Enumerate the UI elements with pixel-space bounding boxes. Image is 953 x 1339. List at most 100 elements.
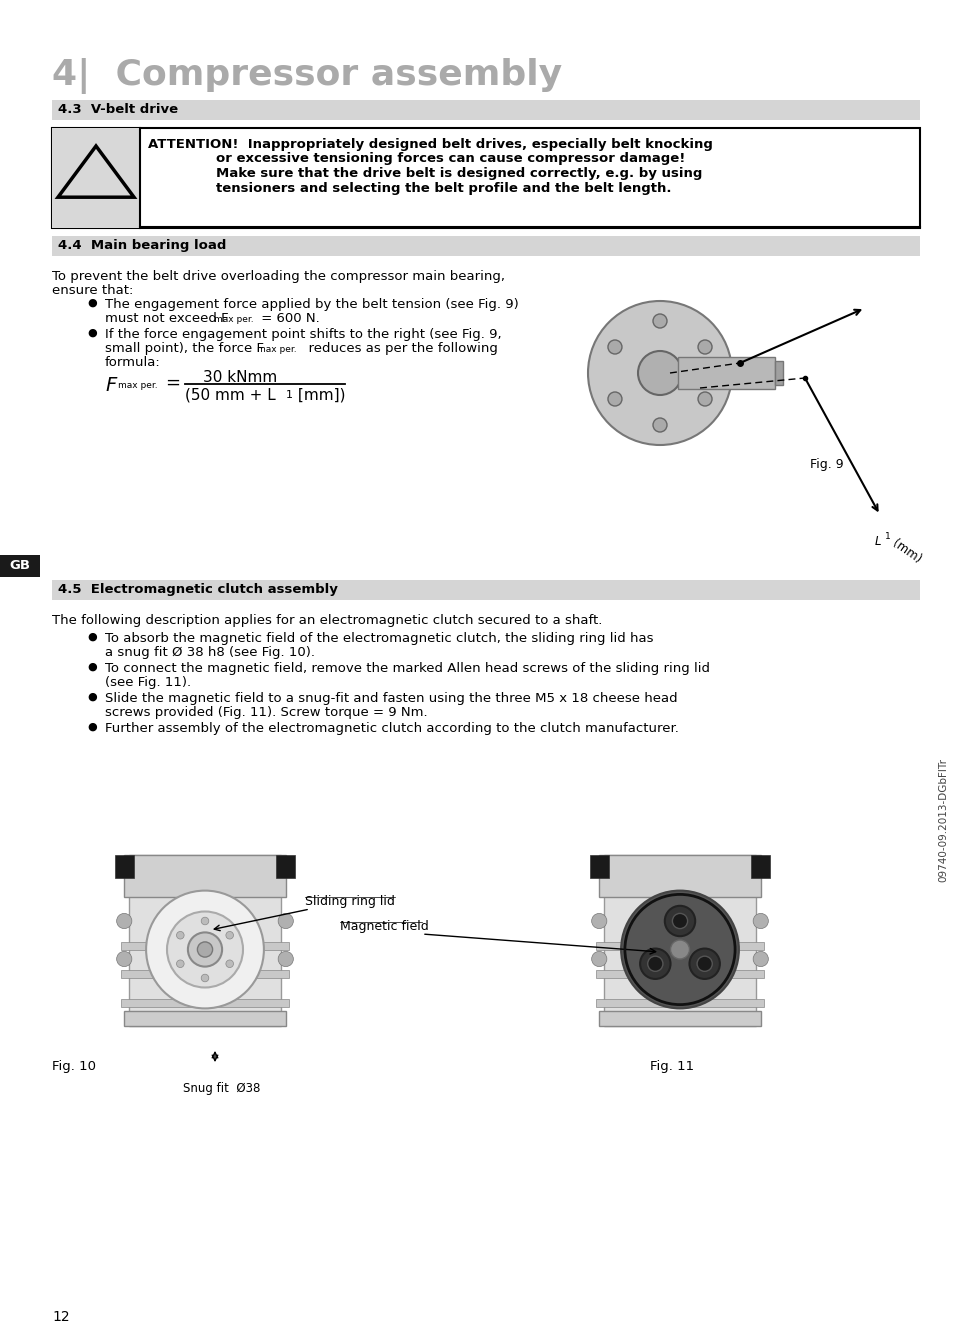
Text: Sliding ring lid: Sliding ring lid — [305, 894, 395, 908]
Circle shape — [638, 351, 681, 395]
Bar — [52, 129, 919, 228]
Text: The following description applies for an electromagnetic clutch secured to a sha: The following description applies for an… — [52, 615, 601, 627]
Bar — [121, 941, 289, 949]
Circle shape — [697, 956, 712, 971]
Text: F: F — [105, 376, 116, 395]
Text: ●: ● — [87, 299, 96, 308]
Text: [mm]): [mm]) — [293, 387, 345, 402]
Text: If the force engagement point shifts to the right (see Fig. 9,: If the force engagement point shifts to … — [105, 328, 501, 341]
Text: (mm): (mm) — [889, 537, 923, 566]
Circle shape — [587, 301, 731, 445]
Circle shape — [116, 913, 132, 929]
Text: must not exceed F: must not exceed F — [105, 312, 229, 325]
Circle shape — [620, 890, 739, 1008]
Text: Fig. 10: Fig. 10 — [52, 1060, 96, 1073]
Circle shape — [689, 948, 720, 979]
Circle shape — [226, 932, 233, 939]
Text: reduces as per the following: reduces as per the following — [299, 341, 497, 355]
Text: 09740-09.2013-DGbFITr: 09740-09.2013-DGbFITr — [937, 758, 947, 882]
Text: ●: ● — [87, 722, 96, 732]
Text: formula:: formula: — [105, 356, 161, 370]
Text: (see Fig. 11).: (see Fig. 11). — [105, 676, 191, 690]
Text: Slide the magnetic field to a snug-fit and fasten using the three M5 x 18 cheese: Slide the magnetic field to a snug-fit a… — [105, 692, 677, 706]
Text: 1: 1 — [286, 390, 293, 400]
Text: 4.5  Electromagnetic clutch assembly: 4.5 Electromagnetic clutch assembly — [58, 582, 337, 596]
Bar — [124, 854, 286, 897]
Text: ●: ● — [87, 632, 96, 641]
Text: ●: ● — [87, 328, 96, 337]
Circle shape — [167, 912, 243, 987]
Text: 4|  Compressor assembly: 4| Compressor assembly — [52, 58, 561, 94]
Text: a snug fit Ø 38 h8 (see Fig. 10).: a snug fit Ø 38 h8 (see Fig. 10). — [105, 645, 314, 659]
Circle shape — [197, 941, 213, 957]
Text: max per.: max per. — [213, 315, 253, 324]
Circle shape — [188, 932, 222, 967]
Circle shape — [664, 905, 695, 936]
Bar — [750, 854, 769, 878]
Circle shape — [752, 952, 767, 967]
Bar — [124, 1011, 286, 1026]
Text: GB: GB — [10, 558, 30, 572]
Circle shape — [647, 956, 662, 971]
Circle shape — [607, 340, 621, 353]
Bar — [678, 358, 774, 390]
Bar — [598, 854, 760, 897]
Text: ●: ● — [87, 692, 96, 702]
Bar — [589, 854, 608, 878]
Circle shape — [639, 948, 670, 979]
Circle shape — [176, 932, 184, 939]
Circle shape — [278, 952, 293, 967]
Circle shape — [652, 315, 666, 328]
Bar — [774, 362, 782, 386]
Circle shape — [278, 913, 293, 929]
Circle shape — [672, 913, 687, 929]
Circle shape — [201, 975, 209, 981]
Text: 4.3  V-belt drive: 4.3 V-belt drive — [58, 103, 178, 116]
Bar — [52, 100, 919, 121]
Bar — [121, 971, 289, 977]
Circle shape — [591, 952, 606, 967]
Circle shape — [116, 952, 132, 967]
Text: 1: 1 — [884, 532, 890, 541]
Text: small point), the force F: small point), the force F — [105, 341, 264, 355]
Bar — [596, 999, 762, 1007]
Text: Further assembly of the electromagnetic clutch according to the clutch manufactu: Further assembly of the electromagnetic … — [105, 722, 679, 735]
Text: Fig. 11: Fig. 11 — [649, 1060, 694, 1073]
Circle shape — [226, 960, 233, 968]
Text: ●: ● — [87, 661, 96, 672]
Text: The engagement force applied by the belt tension (see Fig. 9): The engagement force applied by the belt… — [105, 299, 518, 311]
Text: To absorb the magnetic field of the electromagnetic clutch, the sliding ring lid: To absorb the magnetic field of the elec… — [105, 632, 653, 645]
Circle shape — [146, 890, 264, 1008]
Text: ATTENTION!  Inappropriately designed belt drives, especially belt knocking: ATTENTION! Inappropriately designed belt… — [148, 138, 712, 151]
Circle shape — [698, 340, 711, 353]
Circle shape — [176, 960, 184, 968]
Circle shape — [670, 940, 689, 959]
Text: (50 mm + L: (50 mm + L — [185, 387, 275, 402]
Text: L: L — [874, 536, 881, 548]
Text: Make sure that the drive belt is designed correctly, e.g. by using: Make sure that the drive belt is designe… — [215, 167, 701, 179]
Bar — [52, 129, 140, 228]
Bar — [276, 854, 294, 878]
Text: To connect the magnetic field, remove the marked Allen head screws of the slidin: To connect the magnetic field, remove th… — [105, 661, 709, 675]
Text: 4.4  Main bearing load: 4.4 Main bearing load — [58, 238, 226, 252]
Polygon shape — [58, 146, 133, 197]
Bar — [596, 971, 762, 977]
Circle shape — [652, 418, 666, 432]
Bar — [0, 554, 40, 577]
Text: 30 kNmm: 30 kNmm — [203, 370, 277, 386]
Text: max per.: max per. — [118, 382, 157, 390]
Circle shape — [698, 392, 711, 406]
Text: screws provided (Fig. 11). Screw torque = 9 Nm.: screws provided (Fig. 11). Screw torque … — [105, 706, 427, 719]
Text: 12: 12 — [52, 1310, 70, 1324]
Text: To prevent the belt drive overloading the compressor main bearing,: To prevent the belt drive overloading th… — [52, 270, 504, 283]
Bar — [596, 941, 762, 949]
Text: = 600 N.: = 600 N. — [256, 312, 319, 325]
Text: Snug fit  Ø38: Snug fit Ø38 — [183, 1082, 260, 1095]
Text: Fig. 9: Fig. 9 — [809, 458, 842, 471]
Bar — [52, 580, 919, 600]
Bar — [114, 854, 133, 878]
Bar — [598, 1011, 760, 1026]
Text: or excessive tensioning forces can cause compressor damage!: or excessive tensioning forces can cause… — [215, 153, 684, 165]
Bar — [52, 236, 919, 256]
Bar — [129, 854, 281, 1026]
